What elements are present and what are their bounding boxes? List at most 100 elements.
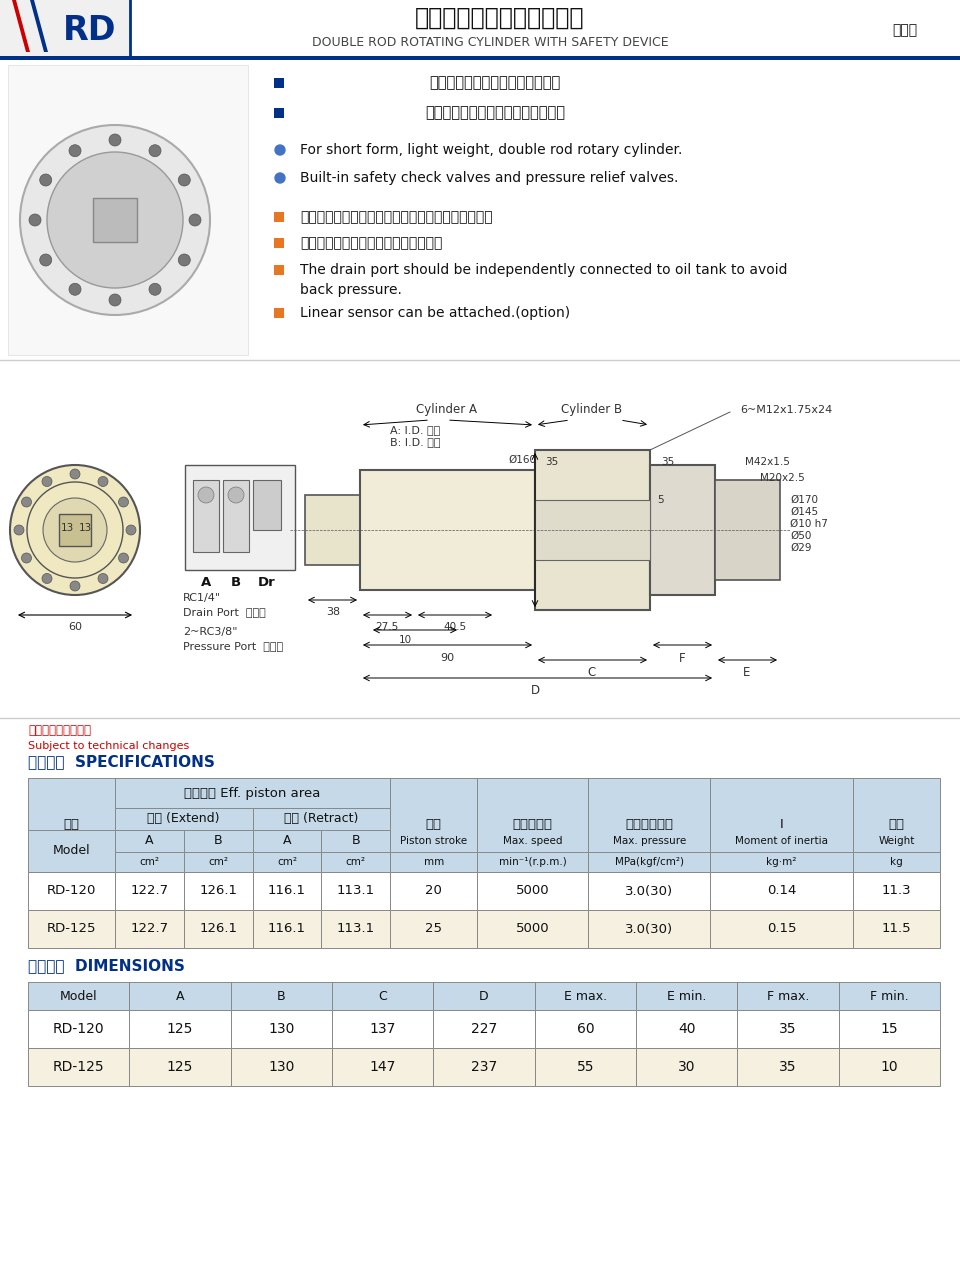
Text: D: D bbox=[531, 685, 540, 698]
Bar bbox=[839, 1010, 940, 1048]
Text: 122.7: 122.7 bbox=[131, 923, 168, 936]
Text: 5000: 5000 bbox=[516, 884, 549, 897]
Text: Ø160: Ø160 bbox=[508, 454, 536, 465]
Bar bbox=[8, 65, 248, 355]
Bar bbox=[230, 1010, 332, 1048]
Text: 125: 125 bbox=[167, 1060, 193, 1074]
Text: B: B bbox=[351, 835, 360, 847]
Circle shape bbox=[98, 476, 108, 486]
Bar bbox=[477, 910, 588, 948]
Text: F: F bbox=[679, 652, 685, 664]
Circle shape bbox=[39, 174, 52, 186]
Bar bbox=[853, 778, 940, 872]
Text: 227: 227 bbox=[470, 1021, 497, 1036]
Bar bbox=[28, 872, 115, 910]
Text: 113.1: 113.1 bbox=[337, 923, 375, 936]
Text: RD-125: RD-125 bbox=[53, 1060, 105, 1074]
Text: RC1/4": RC1/4" bbox=[183, 593, 221, 603]
Bar bbox=[322, 872, 391, 910]
Bar bbox=[0, 56, 960, 60]
Bar bbox=[274, 238, 284, 248]
Text: 237: 237 bbox=[470, 1060, 497, 1074]
Text: D: D bbox=[479, 989, 489, 1002]
Text: RD-125: RD-125 bbox=[47, 923, 96, 936]
Text: cm²: cm² bbox=[277, 858, 297, 867]
Text: 125: 125 bbox=[167, 1021, 193, 1036]
Bar bbox=[130, 1010, 230, 1048]
Text: 137: 137 bbox=[370, 1021, 396, 1036]
Circle shape bbox=[70, 468, 80, 479]
Bar bbox=[274, 108, 284, 118]
Circle shape bbox=[118, 553, 129, 563]
Text: 10: 10 bbox=[880, 1060, 899, 1074]
Text: B: B bbox=[214, 835, 223, 847]
Bar bbox=[230, 1048, 332, 1085]
Bar bbox=[0, 0, 130, 58]
Bar bbox=[715, 480, 780, 580]
Polygon shape bbox=[30, 0, 48, 52]
Text: 130: 130 bbox=[268, 1021, 295, 1036]
Text: 6~M12x1.75x24: 6~M12x1.75x24 bbox=[740, 404, 832, 415]
Bar bbox=[183, 872, 252, 910]
Text: 116.1: 116.1 bbox=[268, 923, 306, 936]
Bar bbox=[28, 778, 115, 872]
Text: Model: Model bbox=[53, 845, 90, 858]
Bar bbox=[274, 212, 284, 221]
Bar bbox=[737, 1010, 839, 1048]
Bar bbox=[710, 778, 853, 872]
Text: 15: 15 bbox=[880, 1021, 899, 1036]
Bar bbox=[130, 1048, 230, 1085]
Text: Ø145: Ø145 bbox=[790, 507, 818, 517]
Bar bbox=[588, 910, 710, 948]
Bar bbox=[391, 852, 477, 872]
Text: B: B bbox=[231, 576, 241, 589]
Polygon shape bbox=[12, 0, 30, 52]
Text: Weight: Weight bbox=[878, 836, 915, 846]
Text: 35: 35 bbox=[780, 1021, 797, 1036]
Text: 20: 20 bbox=[425, 884, 443, 897]
Text: Model: Model bbox=[60, 989, 98, 1002]
Text: back pressure.: back pressure. bbox=[300, 283, 402, 297]
Text: 25: 25 bbox=[425, 923, 443, 936]
Bar bbox=[28, 1010, 130, 1048]
Circle shape bbox=[198, 486, 214, 503]
Text: 可附加線性定位系統機構。（選購品）: 可附加線性定位系統機構。（選購品） bbox=[300, 236, 443, 250]
Circle shape bbox=[39, 253, 52, 266]
Bar bbox=[322, 829, 391, 852]
Bar bbox=[433, 1048, 535, 1085]
Bar bbox=[185, 465, 295, 570]
Text: 90: 90 bbox=[440, 653, 454, 663]
Text: RD: RD bbox=[63, 14, 117, 46]
Text: 27.5: 27.5 bbox=[375, 622, 398, 632]
Text: 最高使用壓力: 最高使用壓力 bbox=[625, 818, 673, 832]
Text: 5000: 5000 bbox=[516, 923, 549, 936]
Bar bbox=[391, 778, 477, 872]
Circle shape bbox=[47, 152, 183, 288]
Text: 60: 60 bbox=[68, 622, 82, 632]
Text: C: C bbox=[378, 989, 387, 1002]
Circle shape bbox=[149, 283, 161, 296]
Bar bbox=[115, 808, 252, 829]
Text: 短型，軽量，雙桿型迴轉油壓缸。: 短型，軽量，雙桿型迴轉油壓缸。 bbox=[429, 76, 561, 91]
Text: 0.15: 0.15 bbox=[767, 923, 797, 936]
Bar bbox=[274, 265, 284, 275]
Text: cm²: cm² bbox=[346, 858, 366, 867]
Circle shape bbox=[118, 497, 129, 507]
Circle shape bbox=[228, 486, 244, 503]
Bar bbox=[28, 910, 115, 948]
Bar bbox=[588, 852, 710, 872]
Text: B: B bbox=[277, 989, 286, 1002]
Text: A: A bbox=[176, 989, 184, 1002]
Text: MPa(kgf/cm²): MPa(kgf/cm²) bbox=[614, 858, 684, 867]
Text: 35: 35 bbox=[545, 457, 559, 467]
Bar bbox=[535, 1048, 636, 1085]
Circle shape bbox=[189, 214, 201, 227]
Text: A: A bbox=[201, 576, 211, 589]
Text: 3.0(30): 3.0(30) bbox=[625, 923, 673, 936]
Text: 保留規格修改的權利: 保留規格修改的權利 bbox=[28, 723, 91, 736]
Text: A: A bbox=[145, 835, 154, 847]
Circle shape bbox=[21, 497, 32, 507]
Circle shape bbox=[98, 573, 108, 584]
Text: 130: 130 bbox=[268, 1060, 295, 1074]
Text: 116.1: 116.1 bbox=[268, 884, 306, 897]
